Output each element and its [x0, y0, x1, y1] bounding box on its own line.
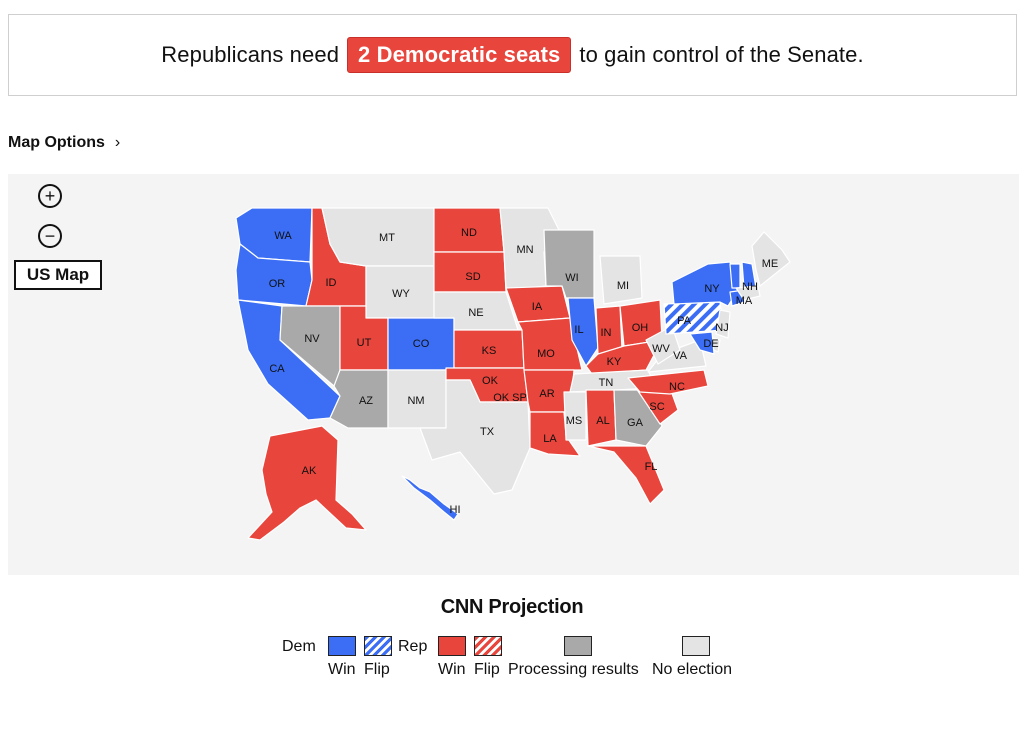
state-label-MN: MN — [516, 244, 533, 256]
state-label-KS: KS — [482, 345, 497, 357]
state-MD[interactable] — [689, 331, 715, 355]
state-label-OH: OH — [632, 322, 649, 334]
state-label-PA: PA — [677, 315, 692, 327]
state-label-SD: SD — [465, 271, 480, 283]
state-label-LA: LA — [543, 433, 557, 445]
state-label-OR: OR — [269, 278, 286, 290]
state-label-MA: MA — [736, 295, 753, 307]
state-label-CA: CA — [269, 363, 285, 375]
legend-dem-win-label: Win — [328, 661, 356, 678]
state-MS[interactable] — [563, 391, 587, 441]
state-label-HI: HI — [450, 504, 461, 516]
legend-title: CNN Projection — [440, 596, 584, 618]
state-label-MT: MT — [379, 232, 395, 244]
state-label-NC: NC — [669, 381, 685, 393]
chevron-right-icon: › — [114, 134, 121, 151]
legend-dem-flip-label: Flip — [364, 661, 390, 678]
state-label-AL: AL — [596, 415, 609, 427]
state-label-NY: NY — [704, 283, 720, 295]
legend-rep-label: Rep — [398, 638, 428, 655]
seats-needed-badge: 2 Democratic seats — [347, 37, 572, 73]
legend-no-election-label: No election — [652, 661, 733, 678]
plus-icon: + — [44, 186, 56, 206]
legend-rep-flip-swatch — [474, 636, 502, 656]
state-label-IN: IN — [601, 327, 612, 339]
senate-control-banner: Republicans need 2 Democratic seats to g… — [8, 14, 1017, 96]
state-label-MS: MS — [566, 415, 583, 427]
state-MI[interactable] — [599, 255, 643, 305]
state-AK[interactable] — [247, 425, 367, 541]
state-label-FL: FL — [645, 461, 658, 473]
state-label-CO: CO — [413, 338, 430, 350]
state-LA[interactable] — [529, 411, 581, 457]
legend-no-election-swatch — [682, 636, 710, 656]
state-label-WY: WY — [392, 288, 410, 300]
state-label-KY: KY — [607, 356, 622, 368]
map-options-label: Map Options — [8, 134, 105, 151]
state-IL[interactable] — [567, 297, 599, 367]
state-HI[interactable] — [401, 475, 459, 521]
legend-dem-flip-swatch — [364, 636, 392, 656]
state-label-NV: NV — [304, 333, 320, 345]
state-label-MI: MI — [617, 280, 629, 292]
state-label-NE: NE — [468, 307, 483, 319]
state-label-IL: IL — [574, 324, 583, 336]
legend-processing-label: Processing results — [508, 661, 639, 678]
state-label-TX: TX — [480, 426, 495, 438]
state-label-SC: SC — [649, 401, 664, 413]
state-label-TN: TN — [599, 377, 614, 389]
legend-processing-swatch — [564, 636, 592, 656]
state-label-ME: ME — [762, 258, 779, 270]
state-MA[interactable] — [735, 285, 761, 301]
state-NJ[interactable] — [715, 309, 731, 339]
state-ME[interactable] — [751, 231, 791, 287]
state-label-MO: MO — [537, 348, 555, 360]
state-label-WI: WI — [565, 272, 578, 284]
state-label-UT: UT — [357, 337, 372, 349]
state-label-AR: AR — [539, 388, 554, 400]
minus-icon: − — [44, 226, 56, 246]
banner-prefix: Republicans need — [161, 42, 340, 67]
state-label-ID: ID — [326, 277, 337, 289]
us-map-button[interactable]: US Map — [14, 260, 102, 290]
state-FL[interactable] — [587, 445, 665, 505]
banner-suffix: to gain control of the Senate. — [579, 42, 864, 67]
state-label-NH: NH — [742, 281, 758, 293]
legend-rep-win-label: Win — [438, 661, 466, 678]
legend-rep-flip-label: Flip — [474, 661, 500, 678]
state-TX[interactable] — [419, 379, 531, 495]
legend-dem-win-swatch — [328, 636, 356, 656]
state-VT[interactable] — [729, 263, 741, 289]
zoom-out-button[interactable]: − — [38, 224, 62, 248]
state-label-OK-SP: OK SP — [493, 392, 527, 404]
state-NC[interactable] — [627, 369, 709, 395]
state-label-AK: AK — [302, 465, 317, 477]
state-WI[interactable] — [543, 229, 595, 299]
state-VA[interactable] — [647, 339, 707, 373]
state-label-OK: OK — [482, 375, 499, 387]
legend-dem-label: Dem — [282, 638, 316, 655]
state-label-NJ: NJ — [715, 322, 728, 334]
state-WV[interactable] — [645, 325, 681, 365]
state-label-GA: GA — [627, 417, 644, 429]
state-label-DE: DE — [703, 338, 718, 350]
state-label-IA: IA — [532, 301, 543, 313]
state-label-WV: WV — [652, 343, 670, 355]
zoom-in-button[interactable]: + — [38, 184, 62, 208]
state-label-WA: WA — [274, 230, 292, 242]
map-options-toggle[interactable]: Map Options › — [8, 134, 120, 152]
state-label-AZ: AZ — [359, 395, 373, 407]
state-label-VA: VA — [673, 350, 688, 362]
state-MT[interactable] — [321, 207, 435, 267]
legend: Dem Rep Win Flip Win Flip Processing res… — [0, 636, 1024, 686]
state-label-ND: ND — [461, 227, 477, 239]
state-label-NM: NM — [407, 395, 424, 407]
legend-rep-win-swatch — [438, 636, 466, 656]
